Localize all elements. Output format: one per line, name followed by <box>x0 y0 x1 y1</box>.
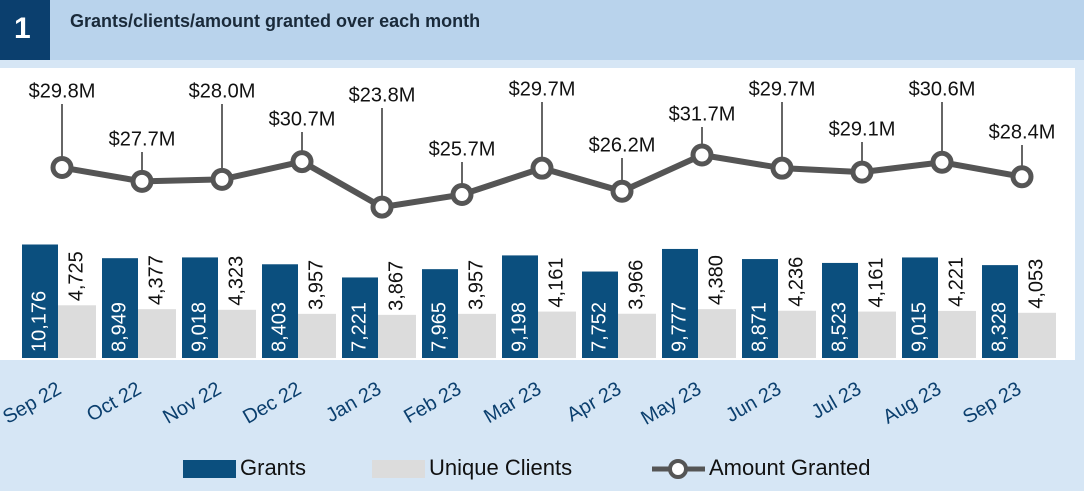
line-marker <box>610 179 634 203</box>
bar-value-label: 9,015 <box>908 302 930 352</box>
bar-value-label: 4,053 <box>1025 259 1047 309</box>
bar-value-label: 3,957 <box>305 260 327 310</box>
bar-value-label: 4,236 <box>785 257 807 307</box>
chart-title: Grants/clients/amount granted over each … <box>70 11 480 31</box>
bar-value-label: 4,221 <box>945 257 967 307</box>
legend-swatch <box>372 460 425 478</box>
line-value-label: $28.0M <box>189 80 256 102</box>
legend-label: Amount Granted <box>709 455 870 480</box>
line-value-label: $28.4M <box>989 121 1056 143</box>
bar <box>618 313 656 358</box>
bar <box>422 269 458 358</box>
bar-value-label: 9,018 <box>188 302 210 352</box>
legend-label: Grants <box>240 455 306 480</box>
bar <box>982 265 1018 358</box>
bar-value-label: 8,949 <box>108 302 130 352</box>
line-value-label: $29.7M <box>749 78 816 100</box>
bar <box>182 257 218 358</box>
bar-value-label: 3,966 <box>625 260 647 310</box>
line-value-label: $27.7M <box>109 128 176 150</box>
bar-value-label: 10,176 <box>28 291 50 352</box>
bar <box>458 313 496 358</box>
line-marker <box>850 160 874 184</box>
bar-value-label: 9,777 <box>668 302 690 352</box>
bar-value-label: 3,867 <box>385 261 407 311</box>
bar <box>262 264 298 358</box>
bar-value-label: 4,377 <box>145 255 167 305</box>
legend-swatch <box>183 460 236 478</box>
bar <box>698 309 736 358</box>
line-marker <box>1010 165 1034 189</box>
legend-label: Unique Clients <box>429 455 572 480</box>
line-value-label: $26.2M <box>589 134 656 156</box>
bar <box>538 311 576 358</box>
line-marker <box>930 150 954 174</box>
header-bar <box>0 0 1084 60</box>
bar <box>22 244 58 358</box>
bar-value-label: 4,323 <box>225 256 247 306</box>
line-value-label: $29.8M <box>29 80 96 102</box>
bar <box>662 248 698 358</box>
bar <box>742 259 778 358</box>
bar-value-label: 4,161 <box>865 258 887 308</box>
bar <box>298 313 336 358</box>
legend-marker <box>668 459 688 479</box>
bar <box>902 257 938 358</box>
bar <box>58 305 96 358</box>
bar <box>342 277 378 358</box>
line-marker <box>370 195 394 219</box>
bar-value-label: 4,725 <box>65 251 87 301</box>
bar-value-label: 3,957 <box>465 260 487 310</box>
header-number-box <box>0 0 50 60</box>
line-value-label: $30.7M <box>269 108 336 130</box>
line-marker <box>450 183 474 207</box>
bar-value-label: 9,198 <box>508 302 530 352</box>
header-number: 1 <box>14 12 31 45</box>
bar-value-label: 8,403 <box>268 302 290 352</box>
bar <box>778 310 816 358</box>
line-marker <box>130 169 154 193</box>
bar-value-label: 7,752 <box>588 302 610 352</box>
line-value-label: $23.8M <box>349 84 416 106</box>
bar <box>938 310 976 358</box>
bar-value-label: 4,161 <box>545 258 567 308</box>
bar <box>822 262 858 358</box>
line-value-label: $31.7M <box>669 103 736 125</box>
line-value-label: $30.6M <box>909 78 976 100</box>
bar-value-label: 8,871 <box>748 302 770 352</box>
bar <box>218 309 256 358</box>
line-marker <box>290 150 314 174</box>
line-marker <box>530 156 554 180</box>
bar-value-label: 4,380 <box>705 255 727 305</box>
bar <box>582 271 618 358</box>
line-marker <box>50 156 74 180</box>
line-marker <box>690 143 714 167</box>
bar <box>502 255 538 358</box>
bar-value-label: 7,965 <box>428 302 450 352</box>
line-marker <box>770 156 794 180</box>
bar <box>378 314 416 358</box>
bar <box>102 258 138 358</box>
bar-value-label: 8,328 <box>988 302 1010 352</box>
line-value-label: $29.7M <box>509 78 576 100</box>
line-value-label: $25.7M <box>429 138 496 160</box>
bar <box>1018 312 1056 358</box>
line-value-label: $29.1M <box>829 118 896 140</box>
bar <box>858 311 896 358</box>
bar-value-label: 8,523 <box>828 302 850 352</box>
bar <box>138 309 176 358</box>
bar-value-label: 7,221 <box>348 302 370 352</box>
line-marker <box>210 167 234 191</box>
